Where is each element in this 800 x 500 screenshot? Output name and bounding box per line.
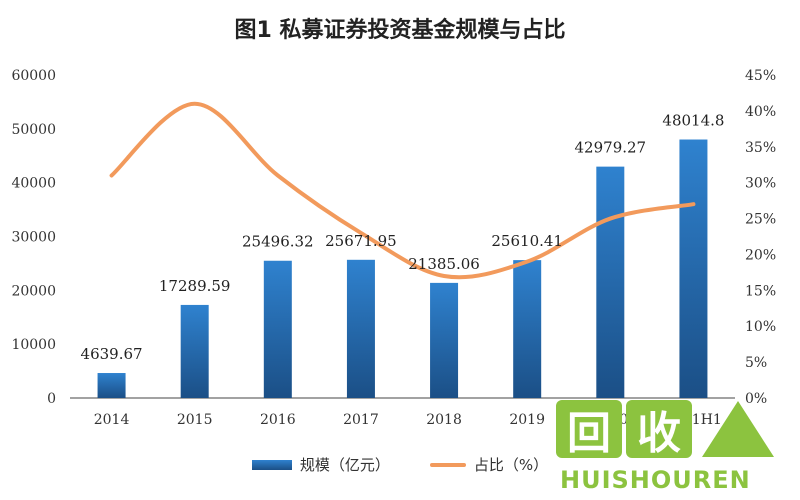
bar — [430, 282, 459, 398]
legend-item-line: 占比（%） — [429, 454, 549, 475]
y-left-tick-label: 50000 — [11, 122, 56, 138]
bar — [180, 304, 209, 398]
legend-label-bar: 规模（亿元） — [299, 456, 390, 474]
y-left-tick-label: 10000 — [11, 337, 56, 353]
y-right-tick-label: 20% — [745, 247, 776, 263]
x-tick-label: 2016 — [260, 412, 296, 428]
legend-swatch-bar — [251, 459, 292, 470]
legend-swatch-line — [429, 462, 466, 467]
bar-data-label: 25610.41 — [491, 232, 563, 250]
legend: 规模（亿元） 占比（%） — [0, 454, 800, 475]
y-right-tick-label: 40% — [745, 104, 776, 120]
y-left-tick-label: 0 — [47, 391, 56, 407]
x-tick-label: 2019 — [509, 412, 545, 428]
x-tick-label: 2014 — [94, 412, 130, 428]
watermark-char-2: 收 — [626, 400, 692, 459]
y-right-tick-label: 35% — [745, 140, 776, 156]
chart-title: 图1 私募证券投资基金规模与占比 — [234, 18, 566, 43]
x-tick-label: 2017 — [343, 412, 379, 428]
watermark-text: HUISHOUREN — [560, 466, 751, 494]
y-left-tick-label: 30000 — [11, 230, 56, 246]
bar-data-label: 4639.67 — [81, 345, 143, 363]
y-left-tick-label: 60000 — [11, 68, 56, 84]
bar-data-label: 21385.06 — [408, 255, 480, 273]
legend-item-bar: 规模（亿元） — [251, 454, 390, 475]
watermark-logo: 回 收 HUISHOUREN — [556, 400, 788, 500]
bar-data-label: 48014.8 — [662, 112, 724, 130]
watermark-triangle-icon — [702, 401, 774, 457]
y-right-tick-label: 45% — [745, 68, 776, 84]
bar — [346, 259, 375, 398]
y-right-tick-label: 15% — [745, 283, 776, 299]
bar-data-label: 17289.59 — [159, 277, 231, 295]
bar-data-label: 25496.32 — [242, 233, 314, 251]
y-right-tick-label: 30% — [745, 176, 776, 192]
bar-data-label: 25671.95 — [325, 232, 397, 250]
bar — [97, 373, 126, 398]
legend-label-line: 占比（%） — [473, 456, 549, 474]
watermark-char-1: 回 — [556, 400, 622, 459]
y-right-tick-label: 5% — [745, 355, 767, 371]
bar — [679, 139, 708, 398]
bar — [513, 260, 542, 398]
y-left-tick-label: 40000 — [11, 176, 56, 192]
x-tick-label: 2015 — [177, 412, 213, 428]
x-tick-label: 2018 — [426, 412, 462, 428]
y-right-tick-label: 10% — [745, 319, 776, 335]
bar — [263, 260, 292, 398]
share-line-series — [109, 101, 696, 280]
bar-data-label: 42979.27 — [575, 139, 647, 157]
bar — [596, 166, 625, 398]
y-left-tick-label: 20000 — [11, 283, 56, 299]
y-right-tick-label: 25% — [745, 212, 776, 228]
